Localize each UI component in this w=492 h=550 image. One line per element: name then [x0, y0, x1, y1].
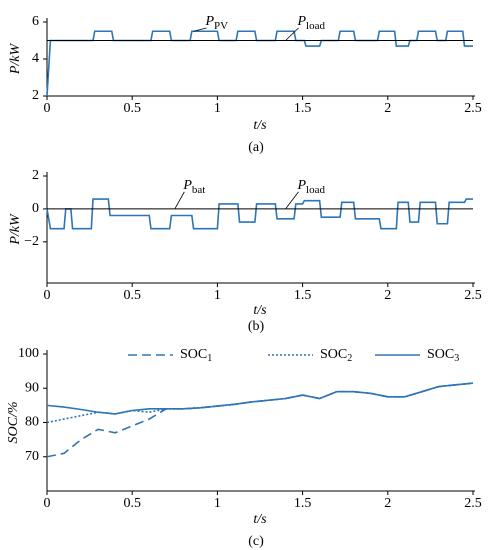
data-line — [46, 382, 474, 415]
series-label: Pload — [296, 14, 325, 31]
legend-subscript: 3 — [454, 353, 459, 364]
y-tick-label: 70 — [25, 449, 39, 464]
panel-label: (a) — [248, 140, 264, 155]
x-tick-label: 1 — [214, 101, 221, 116]
legend-label: SOC3 — [427, 347, 459, 364]
leader-line — [193, 27, 207, 32]
x-axis-label: t/s — [253, 118, 267, 133]
x-tick-label: 0 — [44, 496, 51, 511]
x-tick-label: 1 — [214, 288, 221, 303]
legend-subscript: 2 — [347, 353, 352, 364]
label-subscript: load — [306, 183, 325, 195]
y-tick-label: 2 — [32, 88, 39, 103]
x-axis-label: t/s — [253, 303, 267, 318]
x-tick-label: 2 — [384, 288, 391, 303]
data-line — [46, 382, 474, 458]
y-tick-label: 6 — [32, 14, 39, 29]
x-tick-label: 2 — [384, 101, 391, 116]
series-label: PPV — [204, 14, 228, 31]
legend-name: SOC — [320, 347, 347, 362]
label-name: P — [204, 14, 214, 29]
x-tick-label: 2 — [384, 496, 391, 511]
panel-label: (b) — [248, 319, 265, 334]
x-tick-label: 0.5 — [123, 496, 141, 511]
y-tick-label: 100 — [18, 346, 39, 361]
y-tick-label: 4 — [32, 51, 39, 66]
label-name: P — [182, 178, 192, 193]
y-axis-label: P/kW — [8, 213, 23, 246]
series-label: Pload — [296, 178, 325, 195]
x-tick-label: 0 — [44, 101, 51, 116]
label-name: P — [296, 14, 306, 29]
x-tick-label: 0.5 — [123, 288, 141, 303]
x-tick-label: 1.5 — [294, 496, 312, 511]
y-tick-label: 0 — [32, 201, 39, 216]
label-name: P — [296, 178, 306, 193]
data-line — [46, 198, 473, 230]
label-subscript: bat — [192, 183, 205, 195]
x-tick-label: 1.5 — [294, 101, 312, 116]
series-label: Pbat — [182, 178, 205, 195]
legend-name: SOC — [427, 347, 454, 362]
y-tick-label: 2 — [32, 168, 39, 183]
y-tick-label: −2 — [24, 234, 39, 249]
y-tick-label: 80 — [25, 415, 39, 430]
leader-line — [174, 191, 185, 210]
label-subscript: PV — [214, 20, 228, 32]
legend-subscript: 1 — [207, 353, 212, 364]
y-axis-label: SOC/% — [6, 402, 21, 444]
y-tick-label: 90 — [25, 380, 39, 395]
x-tick-label: 2.5 — [464, 496, 482, 511]
x-tick-label: 2.5 — [464, 288, 482, 303]
panel-label: (c) — [248, 534, 264, 549]
legend-label: SOC1 — [180, 347, 212, 364]
y-axis-label: P/kW — [8, 43, 23, 76]
x-tick-label: 0.5 — [123, 101, 141, 116]
x-tick-label: 1.5 — [294, 288, 312, 303]
legend-label: SOC2 — [320, 347, 352, 364]
chart-panel: 20−20 0.5 1 1.5 2 2.5P/kWt/s(b)Pbat Pload — [8, 168, 482, 334]
legend-name: SOC — [180, 347, 207, 362]
x-axis-label: t/s — [253, 512, 267, 527]
leader-line — [285, 27, 299, 41]
data-line — [46, 382, 474, 424]
label-subscript: load — [306, 20, 325, 32]
x-tick-label: 0 — [44, 288, 51, 303]
leader-line — [285, 191, 299, 210]
x-tick-label: 2.5 — [464, 101, 482, 116]
x-tick-label: 1 — [214, 496, 221, 511]
